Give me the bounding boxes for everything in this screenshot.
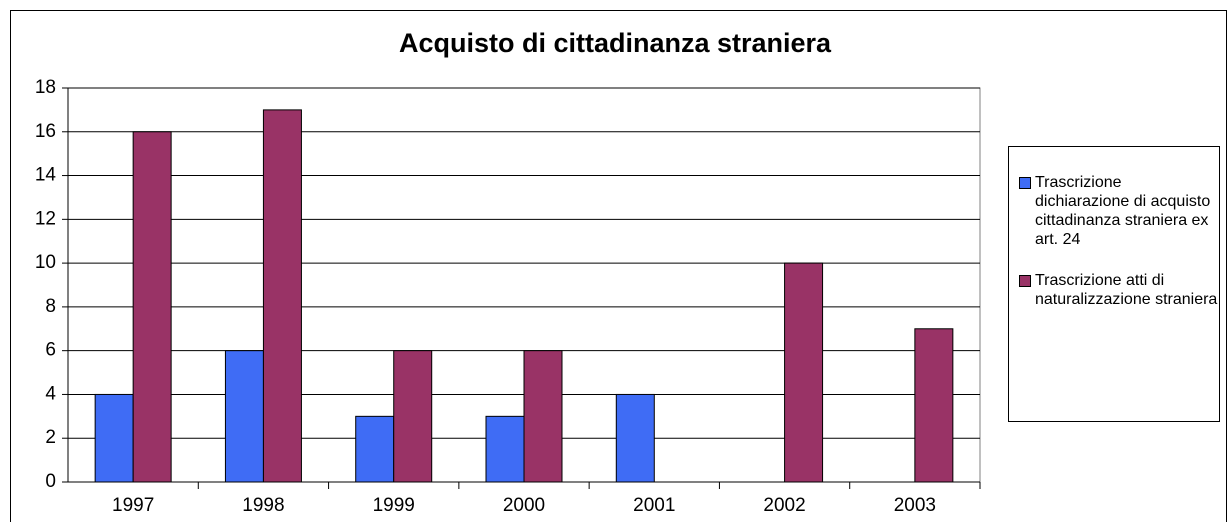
x-tick-label: 2003 <box>894 495 936 516</box>
x-tick-label: 2000 <box>503 495 545 516</box>
y-tick-label: 0 <box>45 471 56 492</box>
legend-swatch <box>1019 275 1031 287</box>
bar <box>355 415 395 483</box>
legend-label: Trascrizione dichiarazione di acquisto c… <box>1035 174 1211 248</box>
y-tick-label: 14 <box>35 165 57 186</box>
x-tick-label: 1999 <box>373 495 415 516</box>
y-tick-label: 8 <box>45 296 56 317</box>
y-tick-label: 4 <box>45 383 56 404</box>
y-tick-label: 6 <box>45 340 56 361</box>
y-tick-label: 16 <box>35 121 56 142</box>
x-tick-label: 2001 <box>633 495 675 516</box>
bar <box>914 328 954 483</box>
y-tick-label: 12 <box>35 208 56 229</box>
bar <box>132 131 172 483</box>
bar <box>485 415 525 483</box>
x-tick-label: 2002 <box>763 495 805 516</box>
y-tick-label: 10 <box>35 252 56 273</box>
bar <box>784 262 824 483</box>
x-tick-label: 1998 <box>242 495 284 516</box>
chart-frame <box>10 10 1227 522</box>
legend-item: Trascrizione dichiarazione di acquisto c… <box>1019 173 1219 249</box>
y-tick-label: 2 <box>45 427 56 448</box>
y-tick-label: 18 <box>35 77 56 98</box>
legend-item: Trascrizione atti di naturalizzazione st… <box>1019 271 1219 309</box>
bar <box>523 350 563 483</box>
bar <box>615 393 655 483</box>
x-tick-label: 1997 <box>112 495 154 516</box>
legend-swatch <box>1019 177 1031 189</box>
bar <box>262 109 302 483</box>
legend-label: Trascrizione atti di naturalizzazione st… <box>1035 272 1218 308</box>
chart-title: Acquisto di cittadinanza straniera <box>399 28 832 58</box>
bar <box>94 393 134 483</box>
bar <box>224 350 264 483</box>
legend: Trascrizione dichiarazione di acquisto c… <box>1008 146 1220 422</box>
bar <box>393 350 433 483</box>
